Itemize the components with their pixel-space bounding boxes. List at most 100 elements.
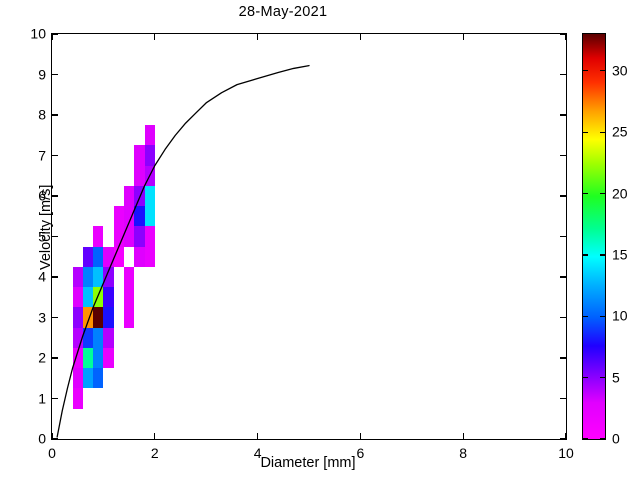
heatmap-cell — [134, 226, 145, 247]
colorbar-tick-mark — [600, 70, 605, 72]
y-tick-mark — [52, 73, 58, 76]
heatmap-cell — [134, 206, 145, 227]
colorbar-tick-label: 5 — [612, 369, 620, 386]
x-axis-title: Diameter [mm] — [260, 455, 356, 471]
colorbar-tick-mark — [600, 254, 605, 256]
heatmap-cell — [82, 287, 94, 308]
heatmap-cell — [72, 347, 83, 369]
y-tick-mark — [560, 235, 566, 238]
colorbar-tick-mark — [583, 315, 588, 317]
heatmap-cell — [93, 226, 104, 247]
y-tick-mark — [52, 195, 58, 197]
x-tick-mark — [256, 433, 259, 439]
colorbar-tick-label: 25 — [612, 123, 628, 140]
y-tick-mark — [52, 438, 58, 440]
y-tick-mark — [52, 235, 58, 238]
heatmap-cell — [93, 307, 104, 328]
page-title: 28-May-2021 — [238, 4, 328, 20]
colorbar-tick-mark — [583, 131, 588, 133]
x-tick-mark — [565, 34, 567, 40]
colorbar: 0 5 10 15 20 25 30 — [582, 33, 628, 447]
heatmap-cell — [123, 266, 135, 288]
x-tick-mark — [51, 433, 53, 439]
heatmap-cell — [72, 388, 83, 409]
colorbar-tick-label: 15 — [612, 246, 628, 263]
y-tick-mark — [52, 397, 58, 400]
colorbar-tick-label: 10 — [612, 307, 628, 324]
x-tick-mark — [154, 433, 156, 439]
y-tick-label: 6 — [38, 187, 46, 204]
heatmap-cell — [113, 206, 124, 227]
y-tick-mark — [560, 316, 566, 319]
x-tick-label: 10 — [558, 445, 574, 461]
y-tick-mark — [560, 357, 566, 359]
heatmap-cell — [72, 287, 83, 308]
heatmap-cell — [93, 287, 104, 308]
heatmap-cell — [134, 246, 145, 267]
heatmap-cell — [144, 246, 155, 267]
x-tick-mark — [154, 34, 156, 40]
colorbar-tick-mark — [600, 315, 605, 317]
y-tick-mark — [560, 397, 566, 400]
plot-area — [52, 34, 566, 439]
y-tick-mark — [560, 73, 566, 76]
y-tick-label: 1 — [38, 390, 46, 407]
heatmap-cell — [93, 347, 104, 369]
x-tick-mark — [462, 34, 464, 40]
y-tick-mark — [52, 33, 58, 35]
y-tick-mark — [560, 195, 566, 197]
heatmap-cell — [103, 246, 114, 267]
x-tick-label: 4 — [253, 445, 262, 461]
colorbar-tick-mark — [583, 70, 588, 72]
heatmap-cell — [134, 185, 145, 207]
y-tick-label: 8 — [38, 106, 46, 123]
heatmap-cell — [134, 165, 145, 186]
y-tick-mark — [560, 114, 566, 116]
y-tick-label: 0 — [38, 430, 46, 447]
heatmap-cell — [103, 307, 114, 328]
colorbar-tick-mark — [600, 376, 605, 379]
x-tick-label: 6 — [356, 445, 365, 461]
plot-axes: 0 1 2 3 4 5 6 7 8 9 10 0 2 4 6 8 10 Velocity [m/s] — [30, 26, 573, 461]
heatmap-cell — [123, 226, 135, 247]
heatmap-cell — [103, 347, 114, 369]
heatmap-cell — [93, 327, 104, 348]
heatmap-cell — [72, 266, 83, 288]
colorbar-tick-mark — [583, 438, 588, 440]
x-tick-mark — [359, 34, 362, 40]
heatmap-cell — [134, 145, 145, 166]
heatmap-cell — [72, 368, 83, 389]
heatmap-cell — [82, 246, 94, 267]
y-tick-label: 2 — [38, 349, 46, 366]
heatmap-cell — [72, 307, 83, 328]
x-tick-mark — [565, 433, 567, 439]
x-tick-label: 0 — [48, 445, 56, 461]
x-tick-mark — [256, 34, 259, 40]
heatmap-cell — [123, 185, 135, 207]
y-axis-title: Velocity [m/s] — [38, 184, 54, 270]
heatmap-cell — [82, 307, 94, 328]
y-tick-mark — [52, 276, 58, 278]
heatmap-cell — [144, 185, 155, 207]
y-tick-mark — [52, 316, 58, 319]
y-tick-label: 4 — [38, 268, 46, 285]
y-tick-label: 5 — [38, 228, 46, 245]
heatmap-cell — [144, 206, 155, 227]
x-tick-mark — [51, 34, 53, 40]
colorbar-tick-mark — [583, 192, 588, 195]
x-tick-label: 8 — [459, 445, 468, 461]
y-tick-mark — [560, 438, 566, 440]
heatmap-cell — [103, 266, 114, 288]
heatmap-cell — [82, 266, 94, 288]
heatmap-cell — [72, 327, 83, 348]
x-tick-mark — [462, 433, 464, 439]
y-tick-label: 10 — [30, 25, 46, 42]
heatmap-cell — [123, 206, 135, 227]
colorbar-tick-mark — [583, 376, 588, 379]
colorbar-tick-mark — [600, 131, 605, 133]
colorbar-tick-mark — [600, 192, 605, 195]
y-tick-mark — [52, 114, 58, 116]
heatmap-cell — [144, 125, 155, 146]
heatmap-cell — [144, 226, 155, 247]
